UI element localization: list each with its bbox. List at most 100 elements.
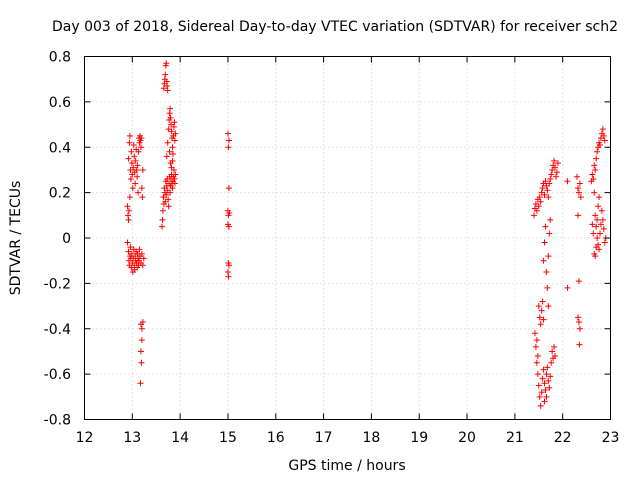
data-point [165,203,172,210]
data-point [533,207,540,214]
data-point [138,185,145,192]
data-point [137,348,144,355]
data-point [592,253,599,260]
data-point [548,171,555,178]
data-point [169,157,176,164]
data-point [537,198,544,205]
data-point [575,278,582,285]
x-tick-label: 20 [458,430,476,446]
data-point [138,359,145,366]
data-point [552,164,559,171]
data-point [226,210,233,217]
y-tick-label: 0.4 [49,140,71,156]
grid [84,56,611,420]
data-point [564,178,571,185]
y-tick-labels: -0.8 -0.6 -0.4 -0.2 0 0.2 0.4 0.6 0.8 [44,50,71,429]
data-point [169,185,176,192]
data-point [543,269,550,276]
data-point [124,203,131,210]
data-point [138,325,145,332]
data-point [540,257,547,264]
x-tick-label: 17 [315,430,333,446]
data-point [139,194,146,201]
data-point [137,380,144,387]
data-point [541,380,548,387]
data-point [533,359,540,366]
data-point [549,348,556,355]
data-point [169,144,176,151]
x-tick-label: 13 [123,430,141,446]
data-point [592,166,599,173]
data-point [124,239,131,246]
data-point [595,203,602,210]
data-point [538,307,545,314]
data-point [540,366,547,373]
data-point [158,223,165,230]
data-point [576,180,583,187]
data-point [575,318,582,325]
data-point [601,137,608,144]
data-point [545,194,552,201]
data-point [163,191,170,198]
data-point [576,341,583,348]
data-point [593,223,600,230]
data-point [224,130,231,137]
data-point [547,373,554,380]
data-point [535,382,542,389]
data-point [138,135,145,142]
data-point [551,157,558,164]
data-point [540,316,547,323]
x-tick-label: 14 [171,430,189,446]
data-point [547,216,554,223]
data-point [171,180,178,187]
data-point [542,223,549,230]
data-point [546,180,553,187]
y-tick-label: 0 [62,231,71,247]
data-point [564,284,571,291]
x-axis-label: GPS time / hours [288,458,405,474]
x-tick-label: 16 [267,430,285,446]
x-tick-label: 19 [410,430,428,446]
data-point [537,402,544,409]
data-point [166,148,173,155]
data-point [126,194,133,201]
data-point [134,162,141,169]
data-point [544,187,551,194]
data-point [593,244,600,251]
x-tick-label: 23 [602,430,620,446]
data-point [136,246,143,253]
data-point [544,284,551,291]
x-tick-label: 21 [506,430,524,446]
data-point [545,253,552,260]
data-point [225,262,232,269]
data-point [172,171,179,178]
x-tick-label: 18 [362,430,380,446]
data-point [594,235,601,241]
data-point [225,137,232,144]
data-point [552,352,559,359]
data-point [167,114,174,121]
data-point [600,225,607,232]
x-tick-label: 15 [219,430,237,446]
data-point [132,157,139,164]
data-point [169,151,176,158]
data-point [575,189,582,196]
y-tick-label: 0.6 [49,95,71,111]
data-point [164,139,171,146]
data-point [596,141,603,148]
y-tick-label: 0.2 [49,186,71,202]
data-point [125,248,132,255]
data-point [599,126,606,133]
data-point [590,176,597,183]
data-point [538,389,545,396]
data-point [135,148,142,155]
data-point [597,221,604,228]
y-tick-label: 0.8 [49,50,71,66]
data-point [591,189,598,196]
data-point [163,60,170,67]
y-tick-label: -0.6 [44,367,71,383]
data-point [171,119,178,126]
data-point [596,194,603,201]
data-point [168,128,175,135]
